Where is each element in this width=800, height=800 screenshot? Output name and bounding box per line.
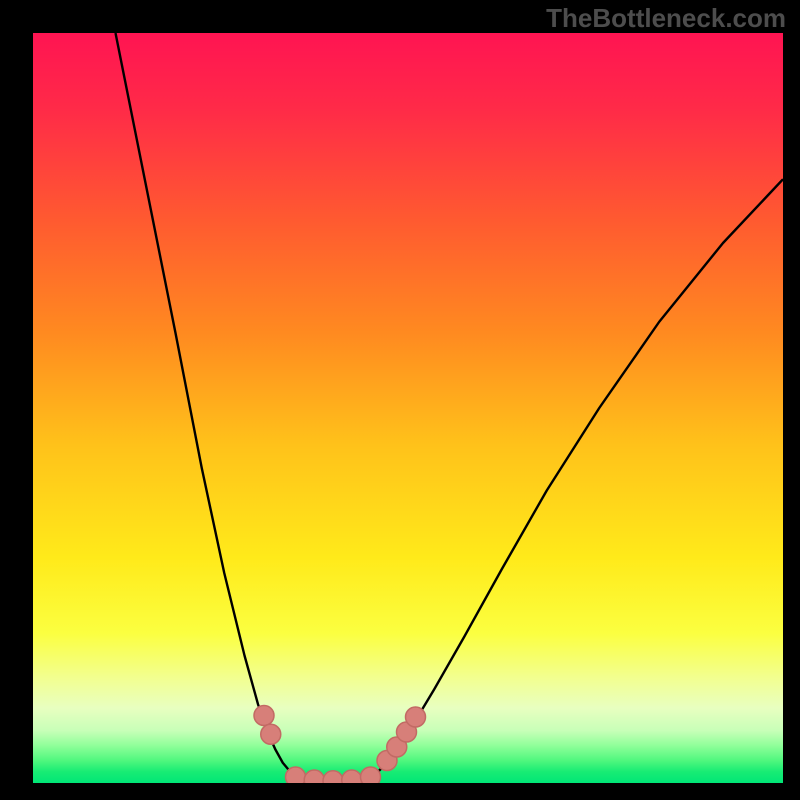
watermark-text: TheBottleneck.com [546,3,786,34]
highlight-marker [342,770,362,783]
highlight-marker [304,770,324,783]
bottleneck-heatmap-plot [33,33,783,783]
highlight-marker [406,707,426,727]
highlight-marker [254,706,274,726]
gradient-background [33,33,783,783]
highlight-marker [261,724,281,744]
highlight-marker [286,767,306,783]
highlight-marker [361,767,381,783]
